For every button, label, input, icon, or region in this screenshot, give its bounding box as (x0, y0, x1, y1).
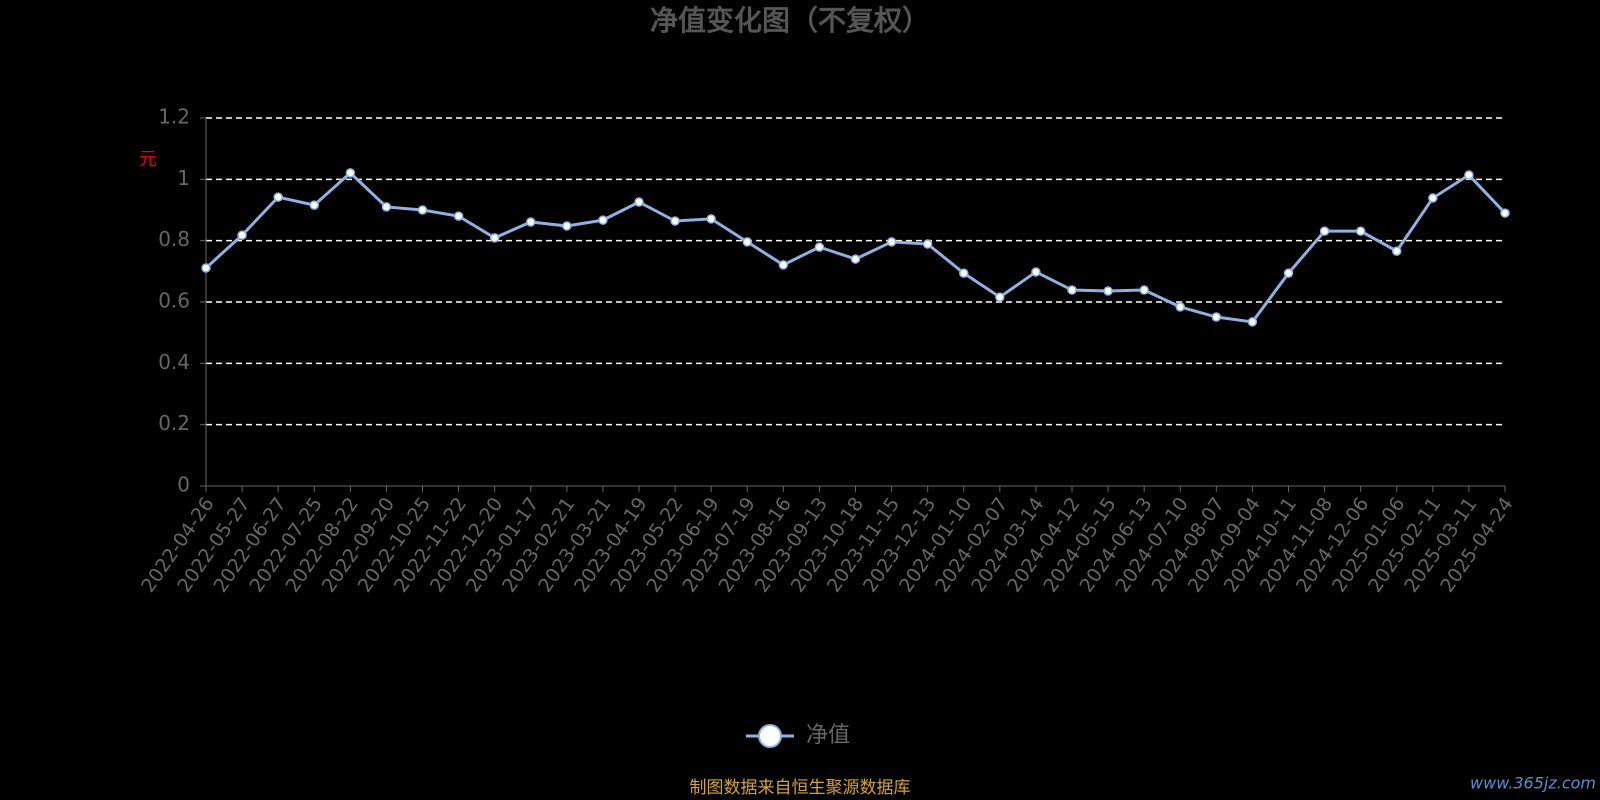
point (1067, 285, 1077, 295)
point (526, 217, 536, 227)
point (273, 192, 283, 202)
point (1139, 285, 1149, 295)
point (1355, 226, 1366, 236)
y-tick-label: 0.6 (158, 289, 190, 313)
point (1031, 267, 1041, 277)
point (1175, 302, 1185, 312)
point (1500, 208, 1510, 218)
point (778, 260, 789, 270)
y-tick-label: 0.2 (158, 411, 190, 435)
point (345, 168, 356, 178)
point (1247, 317, 1258, 327)
point (453, 211, 464, 221)
point (742, 237, 752, 247)
line (204, 170, 1507, 324)
y-tick-label: 1 (177, 166, 190, 190)
point (886, 237, 897, 247)
point (1319, 226, 1330, 236)
point (1392, 246, 1402, 256)
legend-marker (758, 724, 782, 748)
point (1428, 193, 1438, 203)
point (706, 214, 716, 224)
point (201, 263, 211, 273)
legend-label: 净值 (806, 723, 850, 748)
y-tick-label: 1.2 (158, 105, 190, 129)
footer: 制图数据来自恒生聚源数据库 (690, 778, 911, 798)
point (562, 221, 572, 231)
point (1103, 286, 1113, 296)
point (237, 230, 247, 240)
point (1211, 312, 1222, 322)
y-axis-label: 元 (139, 149, 157, 170)
point (814, 242, 825, 252)
point (634, 197, 644, 207)
y-tick-label: 0 (177, 473, 190, 497)
watermark: www.365jz.com (1470, 774, 1596, 793)
y-tick-label: 0.8 (158, 227, 190, 251)
point (959, 268, 969, 278)
point (381, 202, 392, 212)
point (995, 292, 1005, 302)
point (850, 254, 861, 264)
point (417, 205, 428, 215)
y-tick-label: 0.4 (158, 350, 190, 374)
point (489, 233, 500, 243)
point (598, 215, 608, 225)
point (670, 216, 680, 226)
point (309, 200, 319, 210)
chart-title: 净值变化图（不复权） (650, 4, 930, 37)
point (1283, 268, 1294, 278)
point (1464, 170, 1474, 180)
point (922, 239, 933, 249)
